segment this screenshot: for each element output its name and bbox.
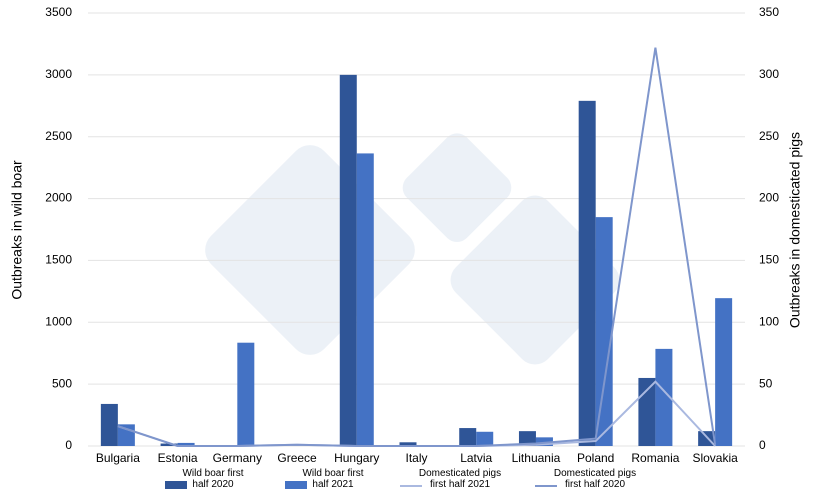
line xyxy=(117,47,717,447)
bar xyxy=(160,443,178,446)
y-tick-label: 0 xyxy=(65,438,72,452)
y2-tick-label: 150 xyxy=(759,253,779,267)
x-tick-label: Hungary xyxy=(334,451,379,465)
bar xyxy=(715,298,733,446)
y-tick-label: 2500 xyxy=(45,129,72,143)
bar xyxy=(595,217,613,446)
x-tick-label: Romania xyxy=(631,451,679,465)
watermark xyxy=(205,133,620,365)
bar xyxy=(518,431,536,446)
x-tick-label: Germany xyxy=(213,451,262,465)
y2-tick-label: 200 xyxy=(759,191,779,205)
bar xyxy=(476,431,494,446)
x-tick-label: Italy xyxy=(405,451,427,465)
y2-tick-label: 100 xyxy=(759,314,779,328)
bar xyxy=(459,428,477,446)
y2-tick-label: 0 xyxy=(759,438,766,452)
legend-label: Wild boar first half 2021 xyxy=(302,468,364,490)
y-tick-label: 3000 xyxy=(45,67,72,81)
bar xyxy=(237,342,255,446)
bar xyxy=(638,377,656,446)
bar xyxy=(339,74,357,446)
x-tick-label: Lithuania xyxy=(512,451,561,465)
y-tick-label: 1000 xyxy=(45,314,72,328)
y2-axis-label: Outbreaks in domesticated pigs xyxy=(787,132,803,328)
legend-swatch xyxy=(165,481,187,489)
bar xyxy=(655,348,673,446)
legend-label: Wild boar first half 2020 xyxy=(182,468,244,490)
y-tick-label: 3500 xyxy=(45,5,72,19)
legend-label: Domesticated pigs first half 2020 xyxy=(553,468,637,490)
y2-tick-label: 250 xyxy=(759,129,779,143)
x-tick-label: Estonia xyxy=(158,451,198,465)
y-axis-label: Outbreaks in wild boar xyxy=(9,160,25,300)
bar xyxy=(399,442,417,446)
legend-swatch xyxy=(535,485,557,487)
line xyxy=(117,380,716,447)
x-tick-label: Latvia xyxy=(460,451,492,465)
bar xyxy=(177,442,195,446)
x-tick-label: Poland xyxy=(577,451,614,465)
bar xyxy=(578,100,596,446)
y2-tick-label: 350 xyxy=(759,5,779,19)
legend-swatch xyxy=(285,481,307,489)
bar xyxy=(535,437,553,446)
bar xyxy=(356,153,374,446)
legend-label: Domesticated pigs first half 2021 xyxy=(418,468,502,490)
x-tick-label: Bulgaria xyxy=(96,451,140,465)
y2-tick-label: 50 xyxy=(759,376,773,390)
y-tick-label: 500 xyxy=(52,376,72,390)
x-tick-label: Slovakia xyxy=(692,451,738,465)
y-tick-label: 2000 xyxy=(45,191,72,205)
legend-swatch xyxy=(400,485,422,487)
x-tick-label: Greece xyxy=(277,451,317,465)
y2-tick-label: 300 xyxy=(759,67,779,81)
bar xyxy=(100,403,118,446)
y-tick-label: 1500 xyxy=(45,253,72,267)
